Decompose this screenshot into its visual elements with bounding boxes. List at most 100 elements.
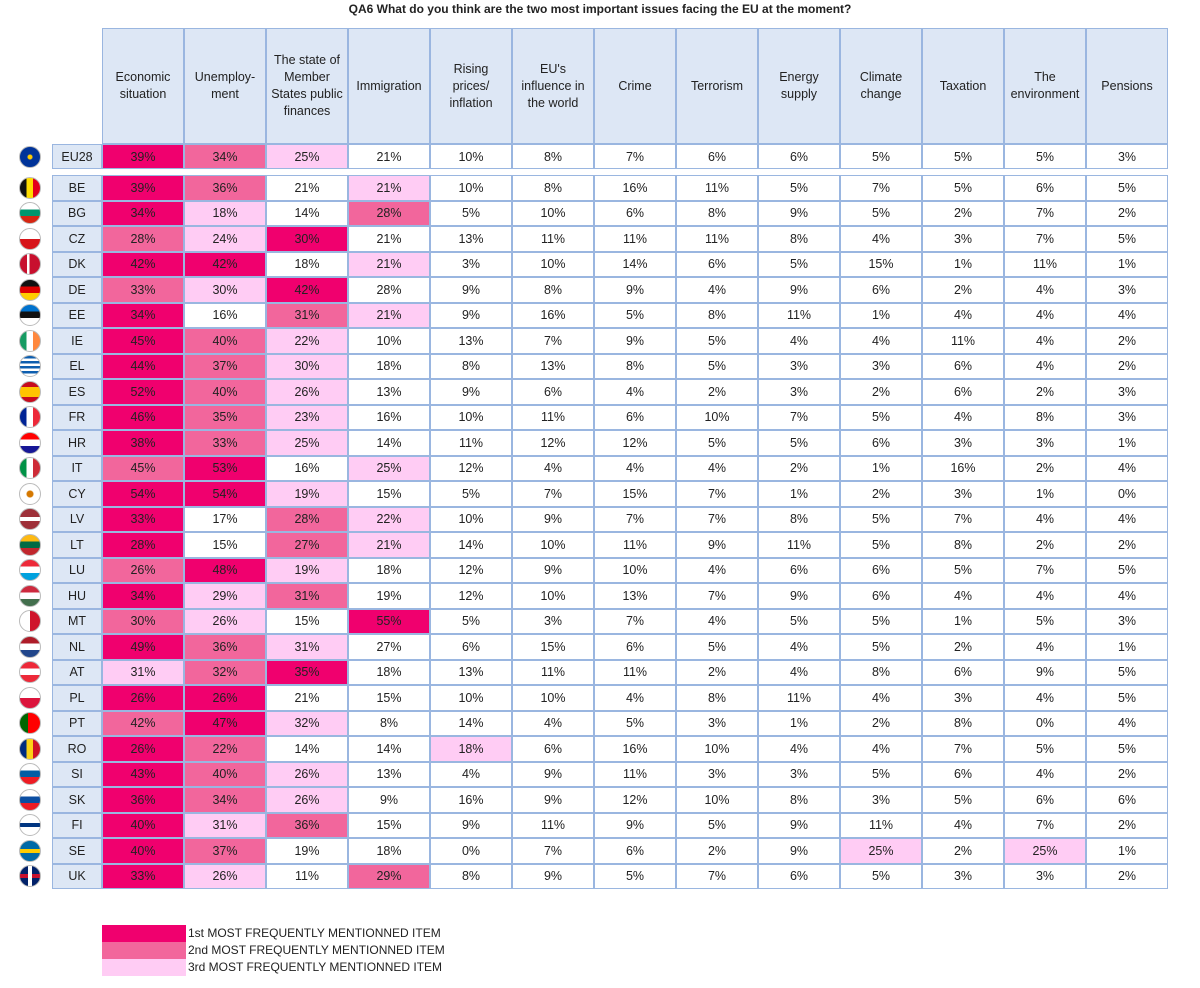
data-cell: 26%: [266, 787, 348, 813]
data-cell: 21%: [348, 532, 430, 558]
data-cell: 40%: [102, 812, 184, 838]
data-cell: 36%: [102, 787, 184, 813]
data-cell: 6%: [512, 379, 594, 405]
data-cell: 8%: [922, 532, 1004, 558]
data-cell: 6%: [1086, 787, 1168, 813]
data-cell: 9%: [594, 328, 676, 354]
data-cell: 11%: [676, 226, 758, 252]
data-cell: 11%: [676, 175, 758, 201]
data-cell: 2%: [758, 455, 840, 481]
data-cell: 3%: [922, 481, 1004, 507]
data-cell: 11%: [758, 685, 840, 711]
country-flag: [19, 355, 41, 377]
data-cell: 52%: [102, 379, 184, 405]
country-flag: [19, 610, 41, 632]
data-cell: 2%: [676, 838, 758, 864]
data-cell: 2%: [840, 710, 922, 736]
data-cell: 5%: [1004, 736, 1086, 762]
data-cell: 5%: [840, 608, 922, 634]
data-cell: 7%: [840, 175, 922, 201]
data-cell: 3%: [1086, 404, 1168, 430]
data-cell: 34%: [102, 302, 184, 328]
data-cell: 5%: [1086, 736, 1168, 762]
data-cell: 13%: [430, 226, 512, 252]
data-cell: 7%: [512, 481, 594, 507]
legend-swatch: [102, 942, 186, 959]
data-cell: 15%: [348, 481, 430, 507]
country-code: MT: [52, 608, 102, 634]
data-cell: 21%: [348, 144, 430, 169]
data-cell: 8%: [922, 710, 1004, 736]
data-cell: 4%: [676, 608, 758, 634]
country-code: CZ: [52, 226, 102, 252]
data-cell: 28%: [348, 277, 430, 303]
data-cell: 18%: [430, 736, 512, 762]
data-cell: 4%: [1004, 506, 1086, 532]
country-code: PL: [52, 685, 102, 711]
data-cell: 1%: [922, 251, 1004, 277]
data-cell: 3%: [758, 353, 840, 379]
data-cell: 18%: [348, 838, 430, 864]
data-cell: 31%: [184, 812, 266, 838]
data-cell: 26%: [266, 761, 348, 787]
data-cell: 40%: [184, 379, 266, 405]
data-cell: 18%: [348, 659, 430, 685]
data-cell: 4%: [594, 685, 676, 711]
column-header: Taxation: [922, 28, 1004, 144]
column-header: Economic situation: [102, 28, 184, 144]
data-cell: 1%: [758, 481, 840, 507]
data-cell: 36%: [266, 812, 348, 838]
country-code: LU: [52, 557, 102, 583]
data-cell: 7%: [512, 838, 594, 864]
data-cell: 11%: [594, 532, 676, 558]
data-cell: 6%: [922, 379, 1004, 405]
country-flag: [19, 763, 41, 785]
data-cell: 14%: [348, 430, 430, 456]
data-cell: 10%: [676, 404, 758, 430]
data-cell: 5%: [758, 430, 840, 456]
data-cell: 4%: [922, 404, 1004, 430]
data-cell: 4%: [676, 455, 758, 481]
data-cell: 2%: [922, 634, 1004, 660]
data-cell: 5%: [1086, 175, 1168, 201]
data-cell: 3%: [512, 608, 594, 634]
data-cell: 8%: [1004, 404, 1086, 430]
data-cell: 21%: [348, 251, 430, 277]
data-cell: 16%: [922, 455, 1004, 481]
data-cell: 39%: [102, 144, 184, 169]
data-cell: 4%: [1004, 302, 1086, 328]
data-cell: 6%: [594, 200, 676, 226]
data-cell: 9%: [676, 532, 758, 558]
data-cell: 30%: [266, 353, 348, 379]
country-flag: [19, 431, 41, 454]
data-cell: 3%: [922, 863, 1004, 889]
data-cell: 10%: [430, 175, 512, 201]
data-cell: 8%: [676, 200, 758, 226]
data-cell: 6%: [922, 353, 1004, 379]
data-cell: 25%: [1004, 838, 1086, 864]
data-cell: 4%: [840, 685, 922, 711]
country-code: LV: [52, 506, 102, 532]
country-code: FI: [52, 812, 102, 838]
data-cell: 2%: [1086, 328, 1168, 354]
country-flag: [19, 508, 41, 530]
data-cell: 21%: [348, 302, 430, 328]
data-cell: 5%: [1004, 144, 1086, 169]
data-cell: 4%: [1004, 353, 1086, 379]
country-flag: [19, 176, 41, 199]
data-cell: 11%: [430, 430, 512, 456]
country-code: SE: [52, 838, 102, 864]
data-cell: 5%: [758, 175, 840, 201]
data-cell: 16%: [266, 455, 348, 481]
data-cell: 6%: [758, 557, 840, 583]
data-cell: 34%: [102, 200, 184, 226]
data-cell: 4%: [758, 659, 840, 685]
country-flag: [19, 814, 41, 836]
data-cell: 4%: [840, 226, 922, 252]
data-cell: 26%: [102, 736, 184, 762]
country-code: SK: [52, 787, 102, 813]
data-cell: 9%: [512, 761, 594, 787]
data-cell: 14%: [348, 736, 430, 762]
data-cell: 0%: [430, 838, 512, 864]
data-cell: 2%: [1086, 812, 1168, 838]
